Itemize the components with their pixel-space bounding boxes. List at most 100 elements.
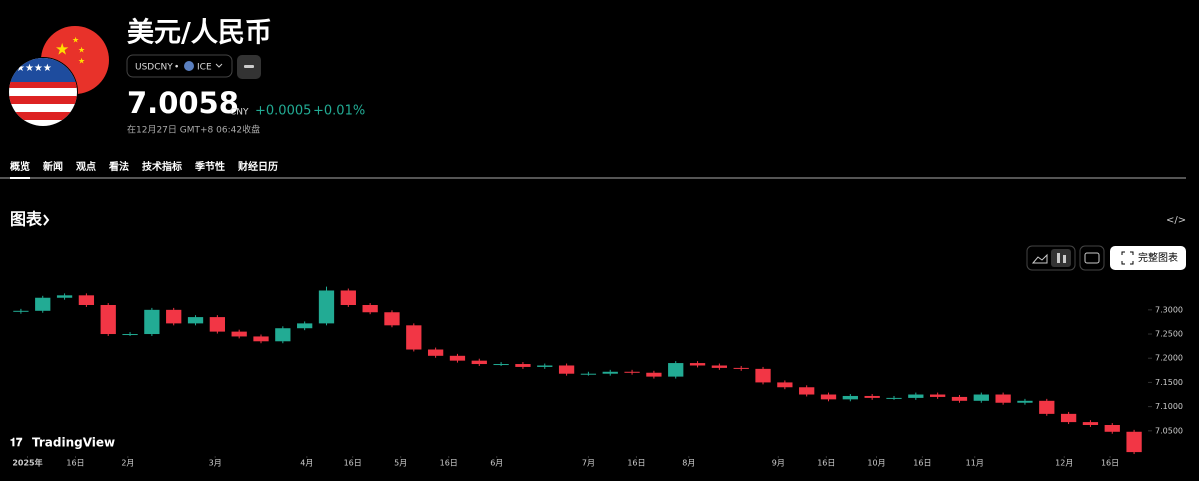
svg-text:★: ★ xyxy=(72,36,79,45)
change: +0.0005 xyxy=(255,104,311,119)
full-chart-button[interactable] xyxy=(1110,246,1186,270)
exchange-icon xyxy=(184,61,194,71)
candle-body xyxy=(231,331,247,337)
candle-body xyxy=(275,328,291,342)
snapshot-button[interactable] xyxy=(1079,245,1105,271)
area-icon xyxy=(1031,253,1048,264)
minus-icon xyxy=(244,65,254,68)
active-tab-indicator xyxy=(10,177,30,179)
svg-text:★: ★ xyxy=(78,46,85,55)
tab[interactable]: 概览 xyxy=(10,160,30,173)
x-tick-label: 2月 xyxy=(121,459,134,468)
candle-body xyxy=(1039,400,1055,414)
flag-us: ★★★★ xyxy=(8,57,78,127)
candle-body xyxy=(384,312,400,326)
x-tick-label: 11月 xyxy=(966,459,984,468)
tab[interactable]: 新闻 xyxy=(43,160,63,173)
tab[interactable]: 观点 xyxy=(76,160,96,173)
candle-body xyxy=(951,396,968,401)
change-percent: +0.01% xyxy=(313,104,365,119)
full-chart-label: 完整图表 xyxy=(1138,251,1178,264)
candle-body xyxy=(13,310,29,312)
camera-icon xyxy=(1084,252,1100,264)
symbol-pill[interactable] xyxy=(126,54,233,78)
candle-body xyxy=(1017,400,1033,403)
svg-text:★: ★ xyxy=(55,40,69,59)
x-tick-label: 16日 xyxy=(817,459,835,468)
y-tick-label: 7.0500 xyxy=(1155,426,1183,435)
svg-text:★★★★: ★★★★ xyxy=(16,63,52,74)
candle-body xyxy=(908,394,924,398)
section-title[interactable]: 图表 xyxy=(10,210,43,229)
candle-body xyxy=(56,295,73,298)
status: 在12月27日 GMT+8 06:42收盘 xyxy=(127,124,260,136)
candle-body xyxy=(995,394,1011,403)
x-tick-label: 16日 xyxy=(913,459,931,468)
x-tick-label: 5月 xyxy=(394,459,407,468)
x-tick-label: 7月 xyxy=(582,459,595,468)
x-tick-label: 9月 xyxy=(772,459,785,468)
brand-logo: 𝟏𝟕 xyxy=(10,436,23,449)
candle-body xyxy=(842,395,858,400)
candle-body xyxy=(930,394,946,397)
tab[interactable]: 技术指标 xyxy=(142,160,182,173)
candle-body xyxy=(1060,413,1077,423)
candle-body xyxy=(864,395,880,398)
candle-body xyxy=(209,317,225,332)
candle-body xyxy=(886,397,902,399)
fullscreen-icon xyxy=(1121,251,1134,265)
candle-body xyxy=(318,290,335,324)
embed-icon[interactable]: </> xyxy=(1166,215,1186,226)
chart-style-toggle[interactable] xyxy=(1026,245,1076,271)
candle-body xyxy=(537,365,553,367)
candle-body xyxy=(1104,425,1120,432)
candle-body xyxy=(624,371,640,373)
candle-body xyxy=(78,295,95,305)
candle-body xyxy=(449,355,466,361)
tab[interactable]: 财经日历 xyxy=(237,160,278,173)
exchange: ICE xyxy=(197,63,212,73)
candle-body xyxy=(297,323,313,329)
candle-body xyxy=(187,317,204,324)
candle-body xyxy=(515,364,531,367)
x-tick-label: 2025年 xyxy=(12,458,42,468)
candle-body xyxy=(253,336,269,342)
brand: TradingView xyxy=(32,436,115,450)
currency: CNY xyxy=(230,108,249,118)
candle-body xyxy=(799,387,815,395)
candle-body xyxy=(1126,431,1142,453)
x-tick-label: 16日 xyxy=(440,459,458,468)
tab[interactable]: 季节性 xyxy=(194,160,225,173)
x-tick-label: 3月 xyxy=(209,459,222,468)
dropdown-arrow xyxy=(215,63,223,68)
candle-body xyxy=(689,363,706,366)
candle-body xyxy=(406,325,422,350)
x-tick-label: 8月 xyxy=(682,459,695,468)
y-tick-label: 7.3000 xyxy=(1155,305,1183,314)
separator: • xyxy=(174,63,179,73)
candle-body xyxy=(558,365,575,374)
candle-body xyxy=(755,368,771,383)
x-tick-label: 4月 xyxy=(300,459,313,468)
tab[interactable]: 看法 xyxy=(109,160,129,173)
y-tick-label: 7.2500 xyxy=(1155,330,1183,339)
page-title: 美元/人民币 xyxy=(127,17,272,49)
x-tick-label: 12月 xyxy=(1055,459,1073,468)
candle-body xyxy=(340,290,356,305)
candle-icon-bg xyxy=(1051,249,1071,267)
y-tick-label: 7.2000 xyxy=(1155,354,1183,363)
x-tick-label: 10月 xyxy=(867,459,885,468)
x-tick-label: 6月 xyxy=(490,459,503,468)
candle-body xyxy=(144,309,160,335)
y-tick-label: 7.1000 xyxy=(1155,402,1183,411)
section-arrow xyxy=(43,214,50,226)
candle-icon xyxy=(1063,255,1066,263)
candle-body xyxy=(100,305,116,335)
x-tick-label: 16日 xyxy=(1101,459,1119,468)
svg-text:★: ★ xyxy=(78,57,85,66)
candle-body xyxy=(580,373,597,375)
candle-body xyxy=(1082,422,1099,425)
